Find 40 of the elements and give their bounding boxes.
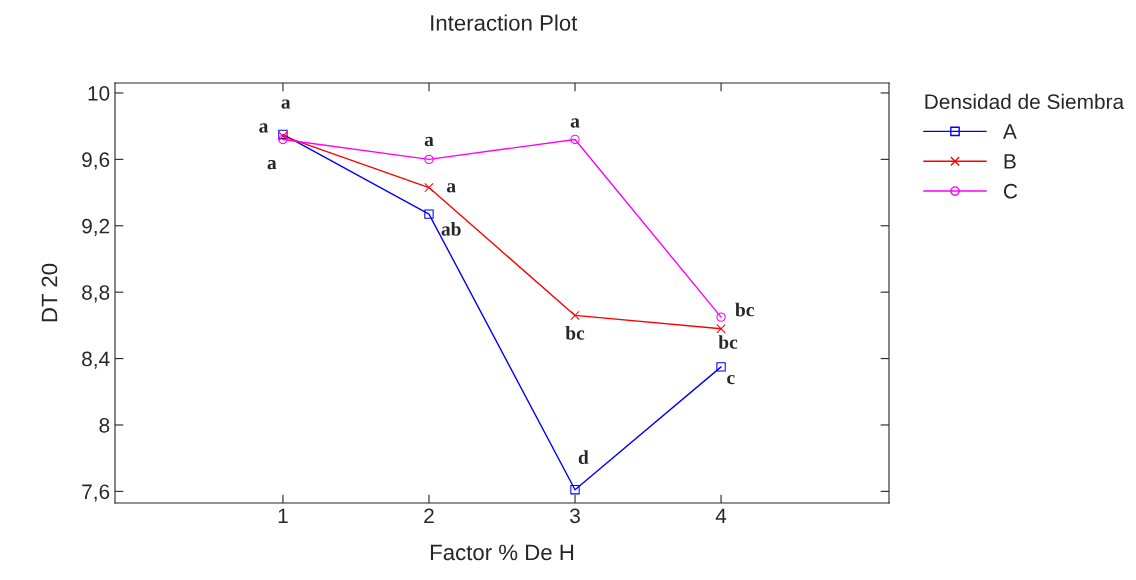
annotation: c	[727, 374, 735, 385]
legend-label: B	[1004, 154, 1016, 169]
point	[716, 362, 726, 372]
x-tick-label: 1	[278, 508, 288, 523]
x-tick-label: 3	[570, 508, 580, 524]
annotation: a	[267, 159, 277, 170]
x-tick-label: 4	[715, 508, 727, 523]
y-axis-title: DT 20	[41, 263, 58, 322]
annotation: a	[570, 118, 580, 128]
point	[570, 310, 580, 321]
legend-title: Densidad de Siembra	[925, 93, 1125, 110]
annotation: a	[259, 123, 269, 133]
annotation: a	[281, 99, 291, 109]
y-tick-label: 7,6	[82, 484, 110, 502]
point	[716, 312, 726, 322]
annotation: bc	[565, 326, 585, 340]
point	[424, 154, 434, 165]
point	[716, 324, 726, 334]
point	[424, 209, 434, 219]
annotation: a	[424, 136, 434, 147]
y-tick-label: 8,4	[82, 351, 110, 369]
point	[570, 485, 580, 495]
annotation: bc	[718, 335, 738, 349]
chart-title: Interaction Plot	[431, 14, 578, 31]
y-tick-label: 9,6	[82, 152, 110, 170]
point	[570, 134, 580, 145]
legend-label: A	[1002, 124, 1017, 139]
annotation: a	[446, 183, 456, 193]
y-tick-label: 8	[99, 417, 110, 433]
point	[278, 134, 288, 145]
annotation: d	[578, 450, 589, 465]
y-tick-label: 10	[88, 85, 110, 101]
x-tick-label: 2	[424, 508, 434, 523]
y-tick-label: 9,2	[82, 218, 110, 236]
annotation: bc	[735, 302, 754, 317]
point	[424, 182, 434, 193]
legend-label: C	[1003, 183, 1018, 199]
x-axis-title: Factor % De H	[430, 544, 574, 561]
y-tick-label: 8,8	[82, 285, 110, 303]
annotation: ab	[441, 222, 461, 236]
